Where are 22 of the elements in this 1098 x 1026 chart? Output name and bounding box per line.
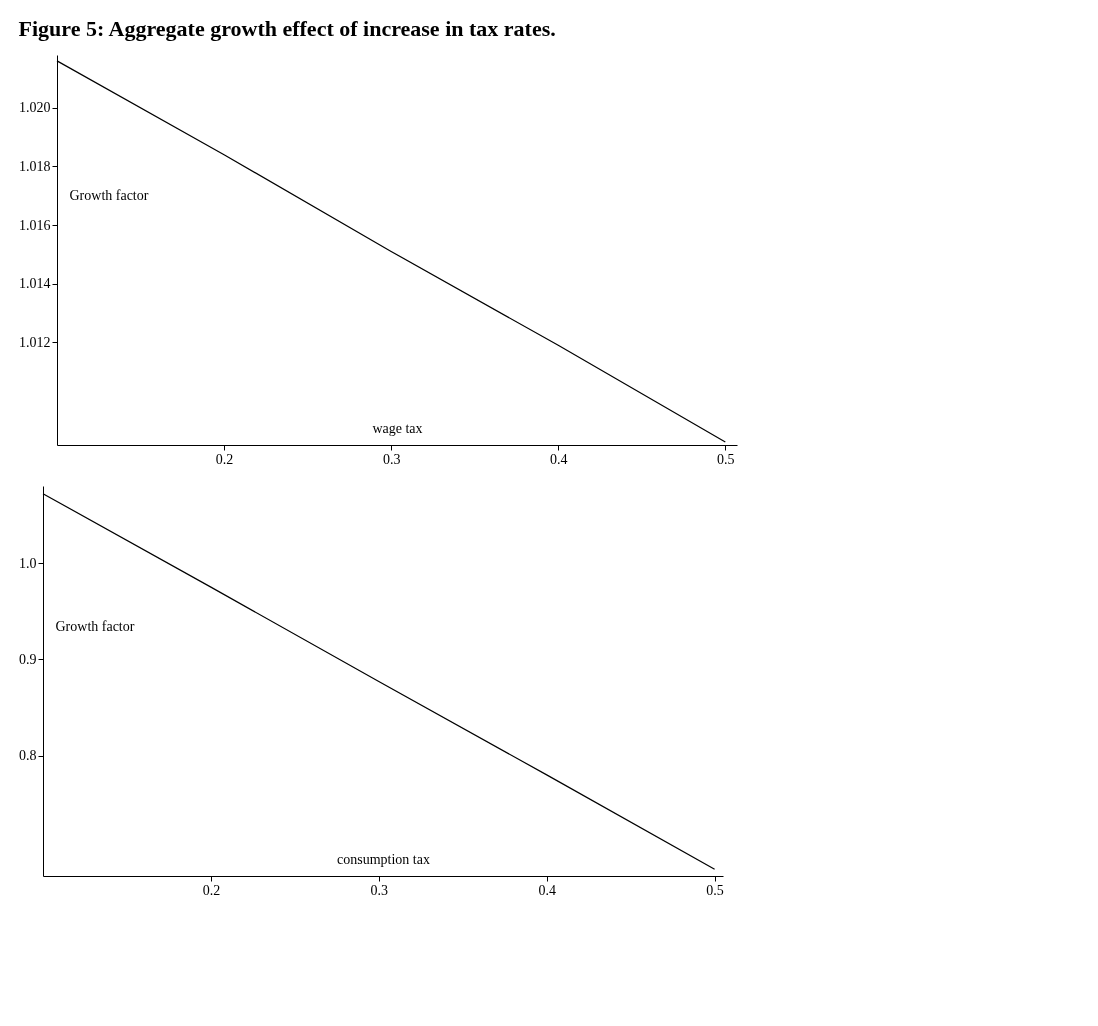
y-tick-label: 1.014 [19,276,51,292]
y-tick-label: 1.020 [19,100,51,116]
y-tick-label: 1.016 [19,217,51,233]
y-tick-label: 0.9 [19,651,37,667]
y-tick-label: 1.018 [19,158,51,174]
x-tick-label: 0.3 [382,451,401,467]
x-axis-title: wage tax [372,420,423,436]
x-tick-label: 0.4 [538,882,556,898]
x-tick-label: 0.5 [706,882,724,898]
x-tick-label: 0.5 [717,451,735,467]
y-axis-title: Growth factor [55,618,135,634]
x-tick-label: 0.4 [549,451,568,467]
x-axis-title: consumption tax [337,851,430,867]
x-tick-label: 0.2 [202,882,221,898]
y-tick-label: 0.8 [19,748,37,764]
y-tick-label: 1.0 [19,555,37,571]
y-axis-title: Growth factor [69,187,149,203]
line-series [56,60,726,443]
x-tick-label: 0.2 [215,451,234,467]
x-tick-label: 0.3 [370,882,389,898]
chart-title: Figure 5: Aggregate growth effect of increase in tax rates. [18,16,556,41]
y-tick-label: 1.012 [19,334,51,350]
